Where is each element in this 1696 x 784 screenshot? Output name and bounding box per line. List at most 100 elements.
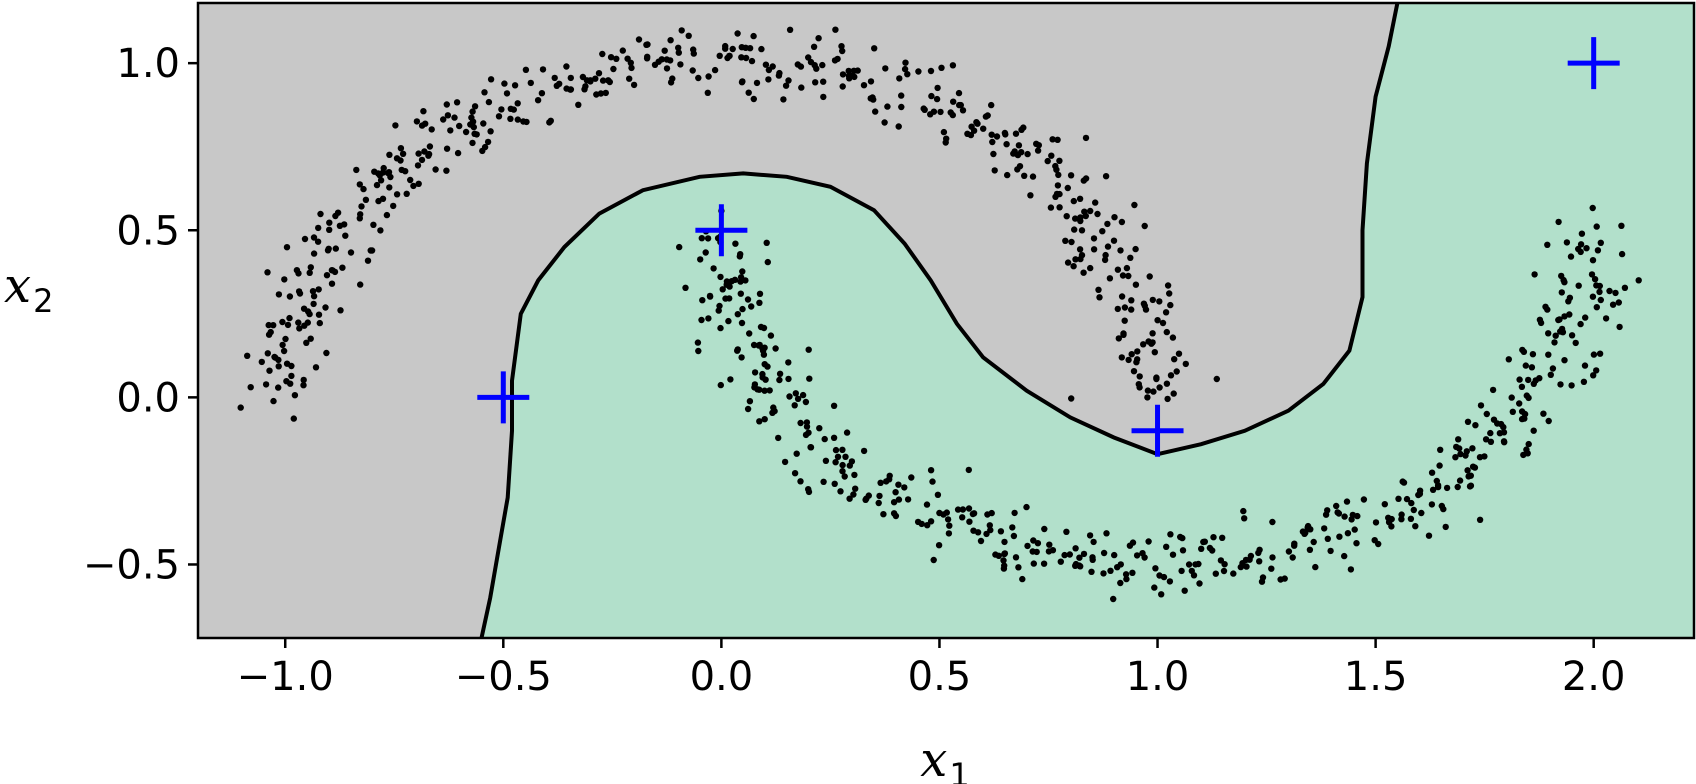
data-point-upper [846,75,853,82]
data-point-upper [393,191,401,198]
data-point-upper [332,245,339,252]
data-point-upper [807,58,815,66]
data-point-lower [1360,496,1368,503]
data-point-lower [1597,296,1605,304]
data-point-lower [756,418,763,425]
data-point-upper [991,167,998,174]
data-point-upper [738,44,745,51]
data-point-upper [270,322,277,329]
data-point-upper [1004,171,1011,179]
data-point-upper [444,112,452,119]
data-point-lower [698,235,705,242]
data-point-upper [695,74,702,82]
data-point-lower [987,526,994,534]
data-point-upper [1144,394,1151,401]
data-point-upper [1090,235,1098,242]
data-point-upper [1150,388,1157,395]
data-point-lower [1344,530,1352,537]
data-point-upper [487,76,495,83]
data-point-upper [367,247,374,254]
data-point-lower [1333,502,1340,510]
data-point-upper [775,72,783,79]
data-point-lower [830,434,838,441]
data-point-upper [283,360,291,367]
data-point-lower [1200,538,1207,546]
data-point-upper [729,45,736,53]
data-point-upper [1149,296,1157,304]
data-point-lower [761,361,768,368]
data-point-upper [307,264,314,271]
data-point-upper [667,57,674,64]
data-point-lower [1114,564,1121,571]
data-point-upper [750,95,757,103]
data-point-upper [1156,384,1163,391]
data-point-lower [1343,498,1351,505]
data-point-upper [1104,220,1111,228]
data-point-lower [1103,530,1110,537]
data-point-lower [1590,372,1597,379]
data-point-upper [762,61,770,68]
data-point-lower [846,495,853,502]
data-point-lower [1000,557,1007,564]
data-point-upper [1034,147,1042,154]
data-point-lower [1416,487,1424,494]
data-point-lower [1557,381,1564,388]
data-point-upper [1054,136,1061,143]
data-point-lower [1568,332,1576,339]
data-point-lower [1190,572,1198,579]
data-point-upper [328,280,336,287]
data-point-lower [1476,454,1484,461]
data-point-lower [1615,299,1623,306]
data-point-upper [270,397,277,405]
data-point-upper [244,352,251,359]
data-point-lower [834,453,842,460]
data-point-lower [738,319,746,327]
data-point-lower [1407,515,1415,522]
data-point-lower [1212,570,1220,577]
data-point-upper [1167,301,1174,309]
data-point-lower [1398,516,1405,523]
data-point-upper [538,90,546,97]
data-point-upper [738,54,745,61]
data-point-lower [1381,501,1389,508]
data-point-upper [1070,197,1078,205]
data-point-lower [959,506,967,513]
data-point-lower [1528,364,1536,371]
data-point-upper [1056,204,1063,211]
data-point-upper [286,314,293,322]
data-point-upper [398,166,405,174]
data-point-upper [748,57,756,65]
data-point-upper [498,106,505,113]
data-point-lower [841,473,848,480]
data-point-upper [726,52,733,60]
data-point-upper [1136,373,1143,380]
data-point-upper [1064,259,1072,266]
data-point-upper [1014,166,1021,173]
data-point-upper [895,123,902,130]
data-point-upper [1149,330,1156,337]
data-point-lower [1596,350,1604,357]
data-point-upper [484,138,492,146]
data-point-lower [1589,293,1597,300]
data-point-upper [280,347,288,355]
data-point-lower [731,276,739,283]
data-point-upper [896,75,903,82]
data-point-upper [661,47,668,54]
data-point-upper [1111,214,1118,221]
data-point-lower [1489,386,1497,394]
data-point-lower [797,419,804,427]
data-point-upper [281,276,288,283]
data-point-upper [1162,309,1170,316]
data-point-upper [1115,335,1123,342]
data-point-lower [1593,367,1600,374]
data-point-upper [479,147,486,155]
data-point-lower [1583,245,1590,252]
data-point-upper [1072,215,1079,222]
data-point-upper [414,162,422,169]
data-point-lower [1412,523,1419,530]
data-point-lower [1497,420,1505,428]
data-point-lower [1398,511,1405,518]
data-point-lower [997,528,1005,535]
data-point-upper [626,75,633,82]
